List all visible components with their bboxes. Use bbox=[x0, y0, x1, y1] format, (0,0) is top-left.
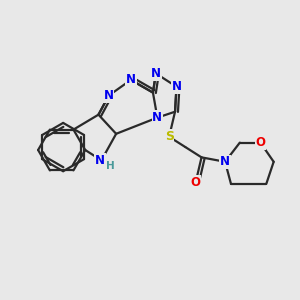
Text: N: N bbox=[220, 155, 230, 168]
Text: N: N bbox=[152, 111, 162, 124]
Text: O: O bbox=[255, 136, 266, 149]
Text: S: S bbox=[165, 130, 174, 143]
Text: N: N bbox=[126, 74, 136, 86]
Text: N: N bbox=[151, 67, 161, 80]
Text: H: H bbox=[106, 160, 115, 171]
Text: O: O bbox=[190, 176, 201, 189]
Text: N: N bbox=[95, 154, 105, 167]
Text: N: N bbox=[104, 89, 114, 102]
Text: N: N bbox=[172, 80, 182, 93]
